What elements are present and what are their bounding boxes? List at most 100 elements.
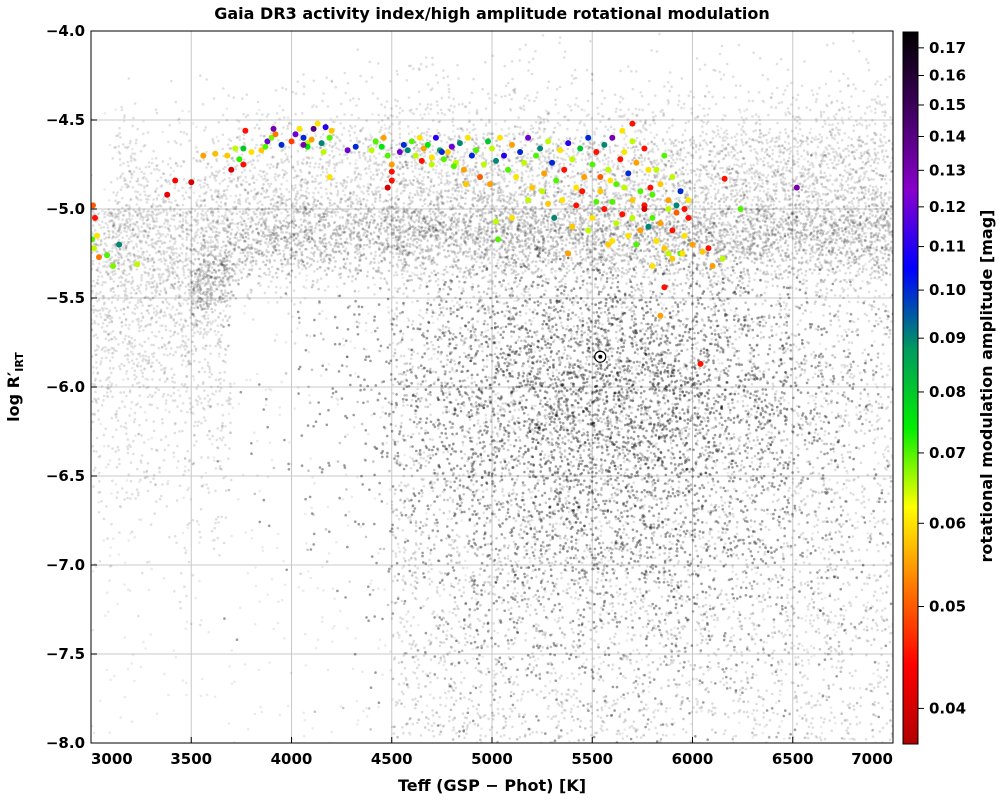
- field-star-point: [138, 167, 142, 170]
- field-star-point: [213, 329, 217, 333]
- field-star-point: [216, 194, 219, 198]
- field-star-point: [359, 206, 363, 210]
- field-star-point: [708, 149, 711, 153]
- field-star-point: [718, 181, 721, 185]
- field-star-point: [202, 218, 205, 222]
- field-star-point: [720, 44, 724, 48]
- field-star-point: [860, 197, 863, 201]
- field-star-point: [435, 190, 439, 194]
- field-star-point: [696, 220, 700, 223]
- field-star-point: [834, 193, 837, 197]
- field-star-point: [872, 161, 876, 165]
- field-star-point: [527, 60, 531, 64]
- field-star-point: [394, 271, 398, 274]
- field-star-point: [267, 273, 271, 276]
- field-star-point: [284, 216, 288, 220]
- field-star-point: [575, 225, 579, 229]
- field-star-point: [491, 132, 495, 135]
- field-star-point: [396, 165, 400, 168]
- field-star-point: [146, 131, 150, 134]
- field-star-point: [671, 154, 674, 157]
- field-star-point: [379, 277, 383, 280]
- field-star-point: [215, 200, 218, 204]
- field-star-point: [876, 161, 880, 165]
- field-star-point: [328, 198, 332, 202]
- field-star-point: [168, 224, 172, 228]
- field-star-point: [349, 215, 353, 219]
- field-star-point: [638, 168, 642, 172]
- field-star-point: [275, 285, 278, 289]
- field-star-point: [377, 113, 381, 117]
- field-star-point: [698, 68, 702, 71]
- field-star-point: [538, 158, 541, 162]
- field-star-point: [605, 204, 609, 207]
- field-star-point: [471, 204, 475, 208]
- field-star-point: [327, 164, 331, 167]
- field-star-point: [513, 91, 517, 94]
- field-star-point: [384, 127, 388, 130]
- field-star-point: [593, 132, 596, 136]
- field-star-point: [723, 131, 726, 134]
- field-star-point: [676, 103, 680, 107]
- field-star-point: [668, 126, 671, 130]
- field-star-point: [301, 253, 304, 257]
- field-star-point: [795, 199, 799, 202]
- field-star-point: [247, 161, 250, 164]
- field-star-point: [796, 160, 799, 164]
- field-star-point: [406, 161, 410, 164]
- field-star-point: [333, 220, 337, 224]
- field-star-point: [269, 163, 273, 166]
- field-star-point: [182, 131, 186, 134]
- field-star-point: [248, 202, 252, 206]
- field-star-point: [437, 131, 441, 135]
- field-star-point: [690, 171, 693, 174]
- field-star-point: [500, 95, 504, 99]
- field-star-point: [621, 97, 625, 100]
- field-star-point: [639, 91, 642, 94]
- field-star-point: [296, 160, 300, 163]
- field-star-point: [290, 155, 293, 158]
- field-star-point: [798, 182, 802, 186]
- field-star-point: [282, 173, 286, 176]
- field-star-point: [846, 206, 849, 210]
- field-star-point: [504, 94, 507, 98]
- field-star-point: [709, 184, 712, 187]
- field-star-point: [144, 165, 148, 169]
- field-star-point: [400, 163, 404, 166]
- field-star-point: [522, 104, 525, 108]
- field-star-point: [422, 132, 426, 135]
- field-star-point: [223, 217, 226, 220]
- field-star-point: [440, 191, 443, 194]
- field-star-point: [134, 232, 137, 236]
- field-star-point: [340, 133, 344, 136]
- field-star-point: [415, 143, 419, 147]
- field-star-point: [491, 54, 494, 57]
- field-star-point: [518, 48, 522, 51]
- field-star-point: [474, 157, 478, 160]
- field-star-point: [325, 192, 328, 195]
- field-star-point: [705, 132, 708, 136]
- field-star-point: [725, 241, 729, 245]
- field-star-point: [296, 150, 300, 153]
- field-star-point: [684, 139, 687, 142]
- field-star-point: [471, 128, 475, 132]
- field-star-point: [369, 159, 372, 162]
- field-star-point: [689, 154, 693, 157]
- field-star-point: [274, 89, 278, 92]
- field-star-point: [143, 296, 146, 300]
- field-star-point: [844, 155, 848, 158]
- field-star-point: [819, 113, 823, 116]
- field-star-point: [723, 135, 727, 138]
- field-star-point: [256, 100, 260, 104]
- field-star-point: [297, 239, 301, 243]
- field-star-point: [313, 215, 317, 219]
- field-star-point: [719, 77, 723, 81]
- field-star-point: [745, 108, 749, 111]
- field-star-point: [722, 73, 726, 77]
- field-star-point: [565, 238, 568, 242]
- field-star-point: [390, 143, 393, 147]
- field-star-point: [562, 56, 566, 59]
- field-star-point: [875, 100, 878, 104]
- field-star-point: [114, 145, 118, 149]
- field-star-point: [586, 168, 589, 171]
